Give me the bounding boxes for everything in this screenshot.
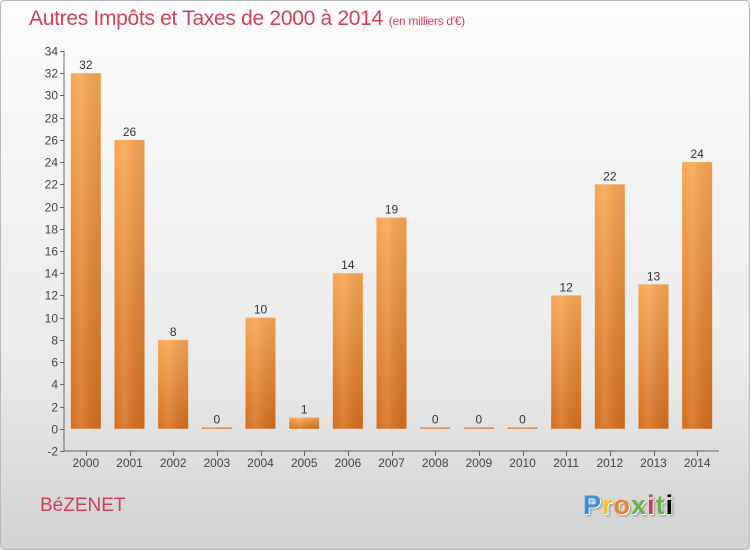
y-tick-label: 20	[45, 201, 59, 215]
bar-value-label: 32	[79, 58, 93, 72]
x-tick-label: 2003	[203, 456, 230, 470]
proxiti-logo: Proxiti	[583, 490, 674, 521]
y-tick-label: 10	[45, 312, 59, 326]
bar-shine	[463, 427, 494, 429]
bar-shine	[420, 427, 451, 429]
commune-name: BéZENET	[40, 495, 126, 516]
logo-letter: P	[583, 490, 603, 520]
x-tick-label: 2006	[334, 456, 361, 470]
logo-letter: x	[631, 490, 648, 520]
y-tick-label: 0	[51, 423, 58, 437]
logo-letter: t	[655, 490, 666, 520]
y-tick-label: 34	[45, 45, 59, 59]
bar-value-label: 1	[301, 403, 308, 417]
x-tick-label: 2014	[684, 456, 711, 470]
y-tick-label: 24	[45, 156, 59, 170]
logo-letter: i	[665, 490, 675, 520]
y-tick-label: 12	[45, 289, 59, 303]
bar-value-label: 0	[213, 412, 220, 426]
y-tick-label: 18	[45, 223, 59, 237]
x-tick-label: 2008	[422, 456, 449, 470]
bars	[70, 73, 713, 429]
bar-shine	[245, 317, 276, 429]
y-tick-label: 8	[51, 334, 58, 348]
bar-shine	[114, 139, 145, 429]
chart-title-unit: (en milliers d'€)	[388, 14, 465, 28]
x-tick-label: 2001	[116, 456, 143, 470]
x-tick-label: 2005	[291, 456, 318, 470]
chart-title: Autres Impôts et Taxes de 2000 à 2014 (en…	[29, 7, 465, 31]
bar-value-label: 13	[647, 269, 661, 283]
bar-value-label: 8	[170, 325, 177, 339]
bar-shine	[158, 339, 189, 429]
x-tick-label: 2009	[465, 456, 492, 470]
logo-letter: r	[602, 490, 614, 520]
y-tick-label: -2	[47, 445, 58, 459]
logo-letter: i	[647, 490, 656, 520]
chart-title-text: Autres Impôts et Taxes de 2000 à 2014	[29, 7, 383, 30]
bar-shine	[638, 284, 669, 429]
bar-shine	[507, 427, 538, 429]
x-tick-label: 2004	[247, 456, 274, 470]
bar-shine	[551, 295, 582, 429]
bar-value-label: 12	[559, 280, 573, 294]
bar-shine	[682, 162, 713, 429]
bar-value-label: 24	[690, 147, 704, 161]
logo-letter: o	[613, 490, 632, 520]
bar-value-label: 22	[603, 169, 617, 183]
x-tick-label: 2012	[596, 456, 623, 470]
bar-shine	[376, 217, 407, 429]
y-tick-label: 26	[45, 134, 59, 148]
bar-value-label: 10	[254, 303, 268, 317]
x-tick-label: 2002	[160, 456, 187, 470]
y-tick-label: 16	[45, 245, 59, 259]
bar-value-label: 14	[341, 258, 355, 272]
data-labels: 32 26 8 0 10 1 14 19 0 0 0 12 22 13 24	[79, 58, 704, 426]
y-tick-label: 6	[51, 356, 58, 370]
bar-value-label: 0	[475, 412, 482, 426]
bar-value-label: 26	[123, 125, 137, 139]
y-tick-label: 28	[45, 112, 59, 126]
bar-shine	[332, 273, 363, 429]
y-tick-label: 4	[51, 378, 58, 392]
bar-shine	[201, 427, 232, 429]
y-tick-label: 2	[51, 401, 58, 415]
bar-value-label: 19	[385, 203, 399, 217]
x-tick-label: 2013	[640, 456, 667, 470]
bar-value-label: 0	[519, 412, 526, 426]
y-tick-label: 22	[45, 178, 59, 192]
x-tick-label: 2011	[553, 456, 579, 470]
bar-shine	[70, 73, 101, 429]
bar-value-label: 0	[432, 412, 439, 426]
y-tick-label: 14	[45, 267, 59, 281]
x-tick-label: 2007	[378, 456, 405, 470]
x-tick-label: 2000	[72, 456, 99, 470]
x-tick-label: 2010	[509, 456, 536, 470]
bar-shine	[289, 417, 320, 429]
y-tick-label: 32	[45, 67, 59, 81]
y-tick-label: 30	[45, 89, 59, 103]
bar-shine	[594, 184, 625, 429]
